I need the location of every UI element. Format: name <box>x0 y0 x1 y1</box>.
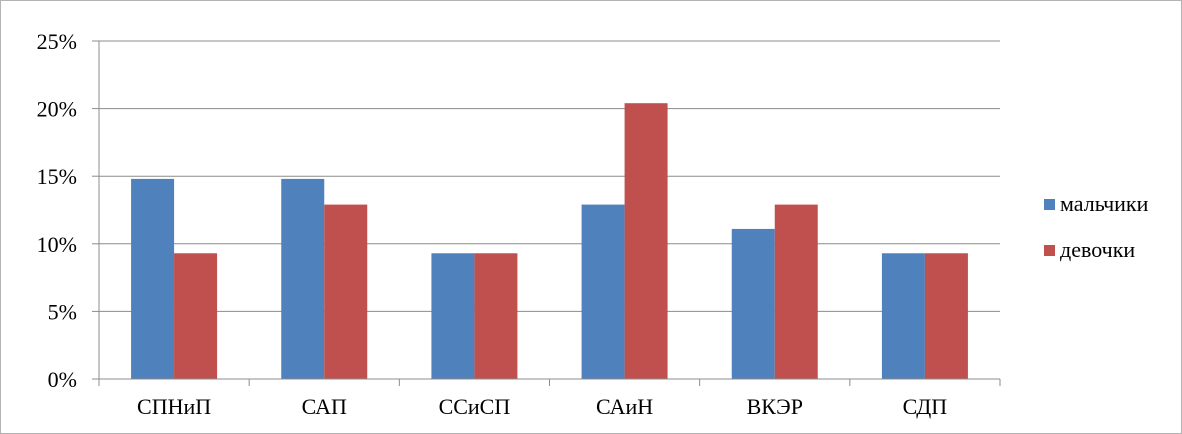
bar-boys <box>581 204 625 379</box>
legend-swatch <box>1044 245 1055 256</box>
bar-girls <box>924 253 968 379</box>
y-tick-labels: 0% 5% 10% 15% 20% 25% <box>37 29 77 392</box>
gridlines <box>99 40 1000 312</box>
x-tick-label: САП <box>302 394 347 419</box>
bar-girls <box>174 253 218 379</box>
x-tick-label: ССиСП <box>439 394 511 419</box>
bar-girls <box>324 204 368 379</box>
bar-boys <box>431 253 475 379</box>
bar-boys <box>881 253 925 379</box>
y-tick-label: 15% <box>37 164 77 189</box>
legend-swatch <box>1044 199 1055 210</box>
bar-boys <box>131 178 175 379</box>
legend-label: мальчики <box>1060 191 1149 216</box>
bar-girls <box>624 103 668 379</box>
bar-girls <box>474 253 518 379</box>
legend: мальчики девочки <box>1044 191 1149 262</box>
y-tick-label: 5% <box>48 299 77 324</box>
y-tick-label: 25% <box>37 29 77 54</box>
x-tick-labels: СПНиП САП ССиСП САиН ВКЭР СДП <box>137 394 947 419</box>
axes <box>92 40 1001 386</box>
y-tick-label: 20% <box>37 97 77 122</box>
y-tick-label: 10% <box>37 232 77 257</box>
bar-boys <box>731 228 775 379</box>
bar-boys <box>281 178 325 379</box>
x-tick-label: ВКЭР <box>747 394 803 419</box>
x-tick-label: СПНиП <box>137 394 211 419</box>
bars <box>131 103 968 379</box>
bar-girls <box>774 204 818 379</box>
y-tick-label: 0% <box>48 367 77 392</box>
legend-label: девочки <box>1060 237 1135 262</box>
x-tick-label: СДП <box>903 394 948 419</box>
x-tick-label: САиН <box>596 394 653 419</box>
